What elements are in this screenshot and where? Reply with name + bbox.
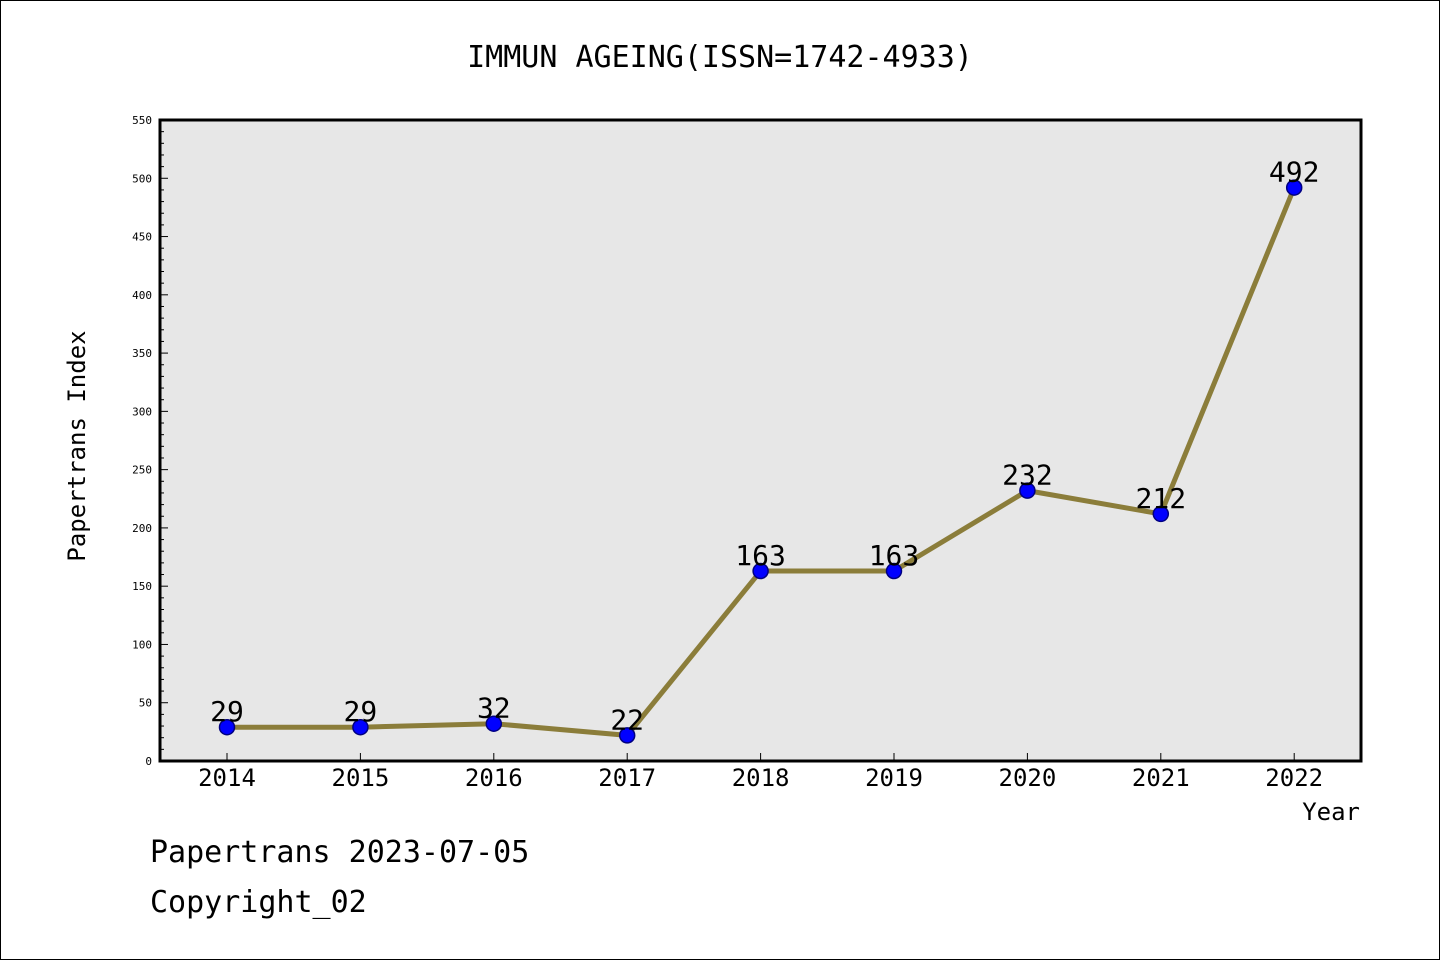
x-tick-label: 2017 bbox=[598, 764, 656, 792]
y-tick-label: 100 bbox=[132, 638, 152, 651]
data-label: 212 bbox=[1136, 482, 1187, 515]
x-tick-label: 2016 bbox=[465, 764, 523, 792]
x-axis-label: Year bbox=[1302, 798, 1360, 826]
data-point bbox=[218, 718, 236, 736]
data-point bbox=[885, 562, 903, 580]
y-tick-label: 50 bbox=[139, 697, 152, 710]
data-label: 29 bbox=[344, 695, 378, 728]
x-axis: 2014 2015 2016 2017 2018 2019 2020 2021 2022 bbox=[198, 753, 1323, 792]
data-point bbox=[1019, 482, 1036, 499]
data-label: 29 bbox=[210, 695, 244, 728]
data-label: 232 bbox=[1002, 459, 1053, 492]
y-tick-label: 0 bbox=[145, 755, 152, 768]
y-tick-label: 450 bbox=[132, 231, 152, 244]
x-tick-label: 2018 bbox=[732, 764, 790, 792]
y-tick-label: 500 bbox=[132, 172, 152, 185]
series-group: 29 29 32 22 163 163 232 212 492 bbox=[210, 156, 1320, 744]
y-tick-label: 150 bbox=[132, 580, 152, 593]
y-tick-label: 300 bbox=[132, 405, 152, 418]
data-label: 22 bbox=[610, 703, 644, 736]
x-tick-label: 2019 bbox=[865, 764, 923, 792]
x-tick-label: 2015 bbox=[332, 764, 390, 792]
x-tick-label: 2021 bbox=[1132, 764, 1190, 792]
x-tick-label: 2022 bbox=[1265, 764, 1323, 792]
chart-title: IMMUN AGEING(ISSN=1742-4933) bbox=[467, 40, 973, 75]
data-label: 492 bbox=[1269, 156, 1320, 189]
data-point bbox=[485, 715, 503, 732]
y-axis: 0 50 100 150 200 250 300 350 400 450 500 550 bbox=[132, 114, 168, 768]
data-point bbox=[618, 727, 636, 744]
y-axis-label: Papertrans Index bbox=[63, 330, 91, 561]
data-point bbox=[352, 718, 369, 736]
data-label: 163 bbox=[735, 539, 786, 572]
x-tick-label: 2020 bbox=[999, 764, 1057, 792]
y-tick-label: 350 bbox=[132, 347, 152, 360]
data-point bbox=[752, 562, 769, 580]
data-point bbox=[1285, 179, 1303, 196]
footer-copyright: Copyright_02 bbox=[150, 885, 367, 920]
data-label: 32 bbox=[477, 692, 511, 725]
data-label: 163 bbox=[869, 539, 920, 572]
y-tick-label: 550 bbox=[132, 114, 152, 127]
plot-area bbox=[158, 118, 1363, 763]
y-tick-label: 200 bbox=[132, 522, 152, 535]
y-tick-label: 250 bbox=[132, 464, 152, 477]
data-point bbox=[1152, 505, 1170, 523]
x-tick-label: 2014 bbox=[198, 764, 256, 792]
footer-date: Papertrans 2023-07-05 bbox=[150, 835, 530, 870]
y-tick-label: 400 bbox=[132, 289, 152, 302]
